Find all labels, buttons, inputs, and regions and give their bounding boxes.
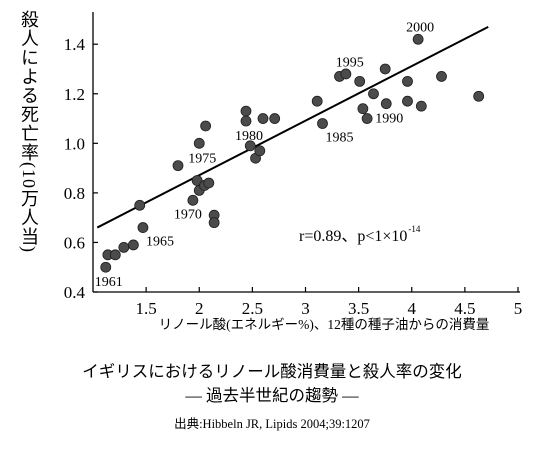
chart-title: イギリスにおけるリノール酸消費量と殺人率の変化	[82, 362, 462, 381]
y-tick-label: 0.8	[64, 184, 85, 203]
data-point	[412, 33, 424, 45]
data-point	[402, 75, 413, 87]
year-label: 1970	[174, 207, 202, 222]
year-label: 1975	[188, 151, 216, 166]
year-label: 1995	[336, 55, 364, 70]
y-tick-label: 1.2	[64, 85, 85, 104]
data-point	[172, 160, 184, 172]
data-point	[317, 118, 328, 129]
data-point	[240, 115, 252, 127]
data-point	[311, 95, 323, 107]
data-point	[354, 75, 366, 87]
data-point	[361, 113, 373, 124]
regression-line	[96, 25, 489, 229]
correlation-text: r=0.89、p<1×10	[299, 228, 408, 245]
x-tick-label: 2.5	[242, 299, 263, 318]
year-label: 1990	[375, 112, 403, 127]
x-tick-label: 2	[195, 299, 204, 318]
x-tick-label: 3.5	[348, 299, 369, 318]
data-point	[240, 105, 252, 117]
regression-layer	[96, 25, 489, 229]
year-label: 2000	[406, 20, 434, 35]
y-tick-label: 1.4	[64, 35, 86, 54]
data-point	[127, 239, 139, 251]
data-point	[118, 241, 130, 253]
data-point	[340, 68, 352, 80]
data-point	[200, 120, 212, 132]
data-point	[203, 177, 215, 189]
p-value-exponent: -14	[408, 224, 421, 234]
y-axis-label: 殺人による死亡率(10万人当)	[19, 10, 39, 253]
data-point	[134, 199, 146, 211]
data-point	[187, 194, 199, 206]
year-label: 1961	[95, 275, 123, 290]
x-tick-label: 5	[514, 299, 523, 318]
data-point	[244, 140, 256, 152]
year-label: 1985	[326, 131, 354, 146]
year-label: 1965	[146, 235, 174, 250]
axes: 0.4 0.6 0.8 1.0 1.2 1.4 1.5 2 2.5 3 3.5 4 4.5 5	[64, 12, 523, 318]
data-point	[402, 95, 413, 107]
data-point	[473, 90, 485, 102]
correlation-annotation: r=0.89、p<1×10-14	[299, 224, 421, 248]
y-tick-label: 0.4	[64, 283, 86, 302]
data-point	[193, 137, 205, 149]
year-label: 1980	[235, 129, 263, 144]
data-point	[380, 98, 392, 110]
y-tick-label: 0.6	[64, 233, 85, 252]
x-tick-label: 4	[408, 299, 417, 318]
data-point	[257, 113, 269, 124]
x-axis-label: リノール酸(エネルギー%)、12種の種子油からの消費量	[158, 317, 490, 332]
data-point	[109, 249, 121, 261]
data-point	[137, 222, 149, 233]
source-citation: 出典:Hibbeln JR, Lipids 2004;39:1207	[174, 417, 370, 431]
data-point	[379, 63, 391, 75]
data-point	[208, 217, 220, 229]
data-point	[357, 103, 369, 115]
y-tick-label: 1.0	[64, 134, 85, 153]
x-tick-label: 3	[301, 299, 310, 318]
data-point	[368, 88, 379, 100]
chart-subtitle: — 過去半世紀の趨勢 —	[185, 386, 359, 405]
data-point	[100, 261, 112, 273]
data-point	[436, 71, 447, 82]
x-tick-label: 1.5	[136, 299, 157, 318]
x-tick-label: 4.5	[454, 299, 475, 318]
data-point	[269, 113, 281, 124]
data-point	[415, 100, 427, 112]
data-point	[254, 145, 266, 157]
data-points	[100, 33, 485, 273]
